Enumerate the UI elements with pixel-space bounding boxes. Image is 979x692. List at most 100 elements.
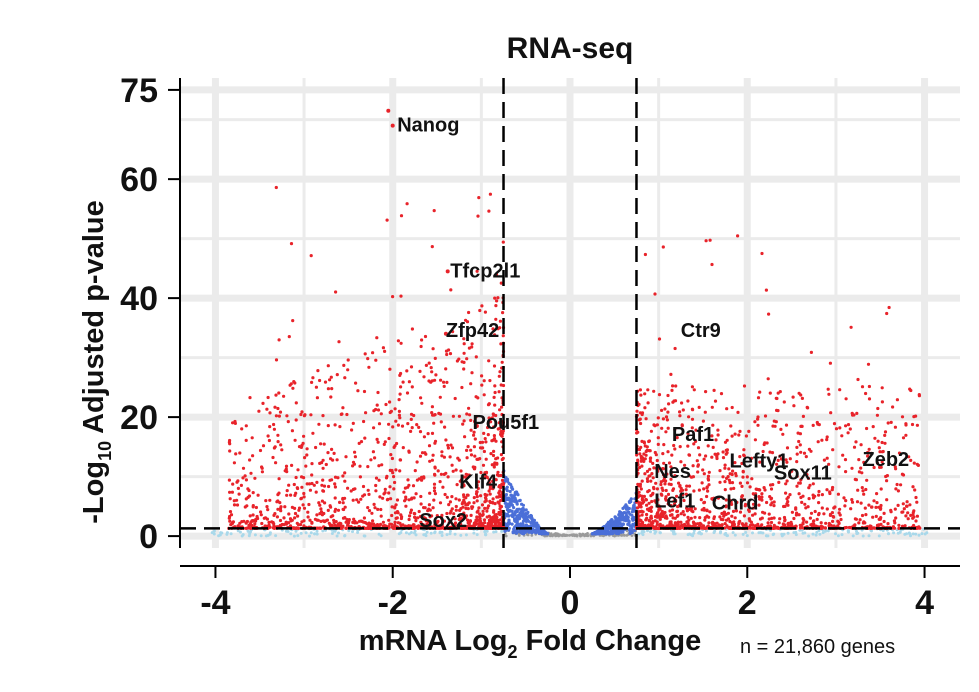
point-sig xyxy=(498,523,502,527)
point-sig xyxy=(494,478,498,482)
point-sig xyxy=(459,513,464,517)
point-fold-only xyxy=(513,490,517,495)
point-sig xyxy=(351,464,355,468)
point-sig xyxy=(338,425,342,429)
point-fold-only xyxy=(508,489,512,494)
point-sig xyxy=(765,500,769,505)
point-p-only xyxy=(641,529,645,533)
point-sig xyxy=(749,520,754,524)
point-sig xyxy=(782,504,786,509)
point-sig xyxy=(346,486,350,490)
point-sig xyxy=(903,524,907,528)
point-sig xyxy=(498,504,502,508)
point-sig xyxy=(248,396,252,400)
point-p-only xyxy=(886,532,890,536)
point-sig xyxy=(465,473,469,477)
point-sig xyxy=(464,506,468,510)
point-sig xyxy=(428,459,432,463)
point-sig xyxy=(731,509,736,513)
point-p-only xyxy=(792,531,796,535)
point-sig xyxy=(236,479,240,483)
point-sig xyxy=(318,511,322,516)
point-sig xyxy=(287,512,291,516)
point-sig xyxy=(498,507,502,511)
point-sig xyxy=(259,513,263,517)
point-sig xyxy=(713,399,718,403)
point-sig xyxy=(872,499,876,503)
point-sig xyxy=(257,409,261,413)
point-sig xyxy=(488,492,492,496)
point-sig xyxy=(871,425,875,429)
point-sig xyxy=(431,453,435,457)
point-sig xyxy=(487,489,491,493)
point-sig xyxy=(356,389,360,393)
point-sig xyxy=(414,492,418,496)
point-sig xyxy=(771,483,775,487)
point-ns xyxy=(575,533,578,537)
point-sig xyxy=(673,346,677,351)
point-sig xyxy=(367,509,372,513)
point-p-only xyxy=(484,532,488,536)
point-sig xyxy=(266,434,270,438)
point-sig xyxy=(783,518,787,522)
point-sig xyxy=(700,508,704,512)
point-sig xyxy=(341,516,346,520)
point-sig xyxy=(480,374,484,378)
point-sig xyxy=(315,526,319,530)
point-sig xyxy=(799,393,803,397)
point-sig xyxy=(388,485,392,489)
point-sig xyxy=(478,308,482,313)
point-sig xyxy=(290,505,294,509)
point-sig xyxy=(398,416,402,420)
point-sig xyxy=(381,496,385,500)
point-sig xyxy=(862,492,866,496)
point-sig xyxy=(486,425,490,430)
point-fold-only xyxy=(510,522,514,526)
point-sig xyxy=(737,520,741,524)
point-sig xyxy=(335,373,339,377)
point-sig xyxy=(490,439,494,443)
point-sig xyxy=(379,412,383,416)
point-sig xyxy=(266,508,270,512)
point-sig xyxy=(855,500,860,504)
point-sig xyxy=(751,526,755,530)
point-sig xyxy=(784,458,788,462)
point-sig xyxy=(233,421,237,425)
point-sig xyxy=(329,375,333,379)
point-sig xyxy=(401,446,405,450)
point-sig xyxy=(343,376,347,380)
point-sig xyxy=(879,506,883,510)
point-sig xyxy=(476,486,480,491)
point-p-only xyxy=(905,532,908,536)
point-sig xyxy=(469,428,473,432)
point-sig xyxy=(904,423,908,427)
point-sig xyxy=(296,468,300,472)
point-sig xyxy=(290,429,294,433)
point-sig xyxy=(473,419,477,424)
point-sig xyxy=(419,494,423,499)
point-sig xyxy=(418,454,423,458)
point-p-only xyxy=(407,532,411,536)
point-sig xyxy=(411,484,416,488)
point-sig xyxy=(653,526,657,530)
point-sig xyxy=(741,498,746,502)
point-sig xyxy=(733,432,737,436)
point-sig xyxy=(250,523,254,527)
point-sig xyxy=(437,411,441,415)
point-fold-only xyxy=(620,517,624,521)
point-sig xyxy=(915,500,919,504)
point-sig xyxy=(857,470,862,474)
point-sig xyxy=(645,503,649,507)
x-tick-label: 4 xyxy=(915,584,934,622)
point-sig xyxy=(501,334,505,338)
point-sig xyxy=(351,520,355,525)
point-sig xyxy=(381,520,385,524)
point-p-only xyxy=(356,531,360,534)
point-sig xyxy=(238,451,242,455)
point-fold-only xyxy=(525,511,529,516)
point-sig xyxy=(379,507,383,512)
point-sig xyxy=(374,358,378,362)
point-sig xyxy=(497,491,501,495)
point-sig xyxy=(769,487,774,491)
point-sig xyxy=(789,520,793,524)
